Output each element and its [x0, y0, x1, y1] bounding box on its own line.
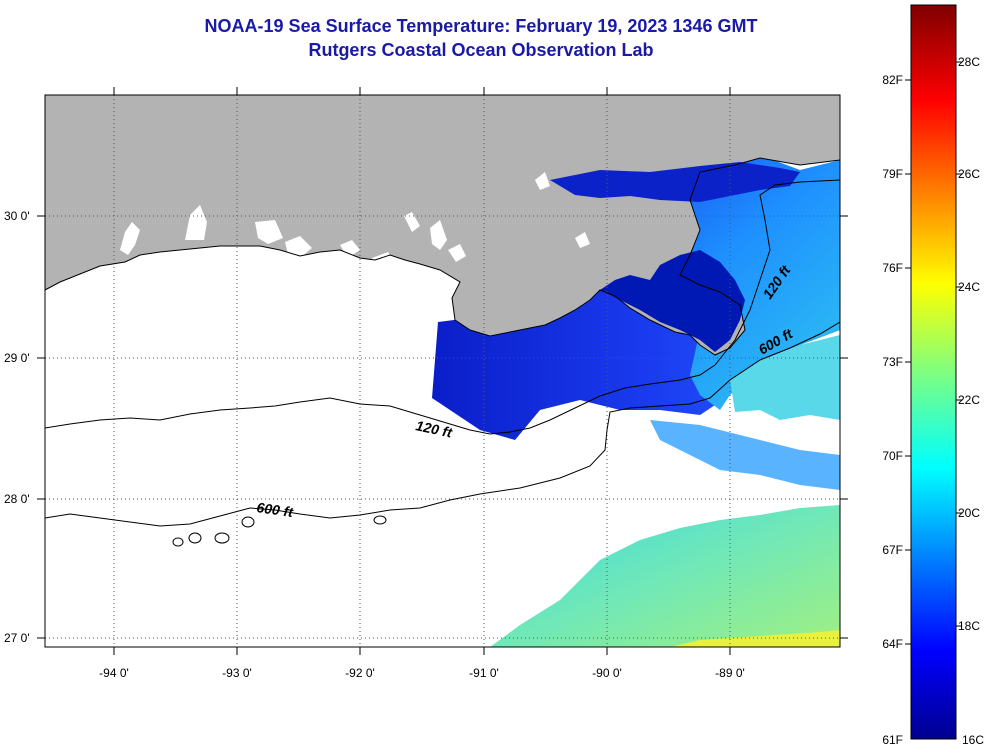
colorbar-c-label: 16C: [962, 733, 984, 747]
lon-label: -89 0': [715, 666, 745, 680]
contour-label-600ft: 600 ft: [256, 499, 296, 520]
contour-600ft: [45, 321, 840, 527]
lat-lon-grid: [45, 95, 840, 647]
colorbar: [910, 4, 957, 740]
colorbar-f-label: 70F: [882, 449, 903, 463]
colorbar-c-label: 24C: [958, 280, 980, 294]
lat-label: 28 0': [4, 492, 30, 506]
lon-label: -91 0': [469, 666, 499, 680]
sst-warm-band: [670, 630, 840, 647]
lat-label: 29 0': [4, 351, 30, 365]
contour-label-120ft: 120 ft: [414, 417, 454, 441]
sst-swath-north: [432, 260, 840, 440]
contour-islands: [172, 515, 387, 547]
colorbar-f-label: 73F: [882, 355, 903, 369]
sst-swath-southeast-patches: [730, 335, 840, 420]
lon-label: -93 0': [222, 666, 252, 680]
colorbar-c-label: 26C: [958, 167, 980, 181]
sst-mid-patches: [650, 420, 840, 490]
colorbar-f-label: 64F: [882, 637, 903, 651]
lat-label: 30 0': [4, 209, 30, 223]
cloud-mask-land: [120, 172, 590, 278]
colorbar-f-label: 61F: [882, 733, 903, 747]
sst-coastal-bays: [600, 250, 745, 352]
lon-label: -92 0': [345, 666, 375, 680]
sst-coastal-band: [550, 162, 800, 202]
colorbar-f-label: 67F: [882, 543, 903, 557]
map-subtitle: Rutgers Coastal Ocean Observation Lab: [308, 40, 654, 60]
colorbar-c-label: 28C: [958, 55, 980, 69]
coastline: [45, 157, 840, 356]
lat-label: 27 0': [4, 631, 30, 645]
colorbar-f-label: 79F: [882, 167, 903, 181]
colorbar-c-label: 20C: [958, 506, 980, 520]
axis-ticks: [37, 87, 848, 655]
map-title: NOAA-19 Sea Surface Temperature: Februar…: [204, 16, 758, 36]
colorbar-c-label: 18C: [958, 619, 980, 633]
colorbar-f-label: 76F: [882, 261, 903, 275]
sst-swath-south: [490, 505, 840, 647]
colorbar-ticks: [905, 61, 962, 645]
lon-label: -94 0': [99, 666, 129, 680]
contour-120ft-east: [714, 179, 840, 366]
map-frame: [44, 94, 841, 648]
contour-120ft: [45, 364, 716, 435]
lon-label: -90 0': [592, 666, 622, 680]
colorbar-c-label: 22C: [958, 393, 980, 407]
colorbar-f-label: 82F: [882, 73, 903, 87]
